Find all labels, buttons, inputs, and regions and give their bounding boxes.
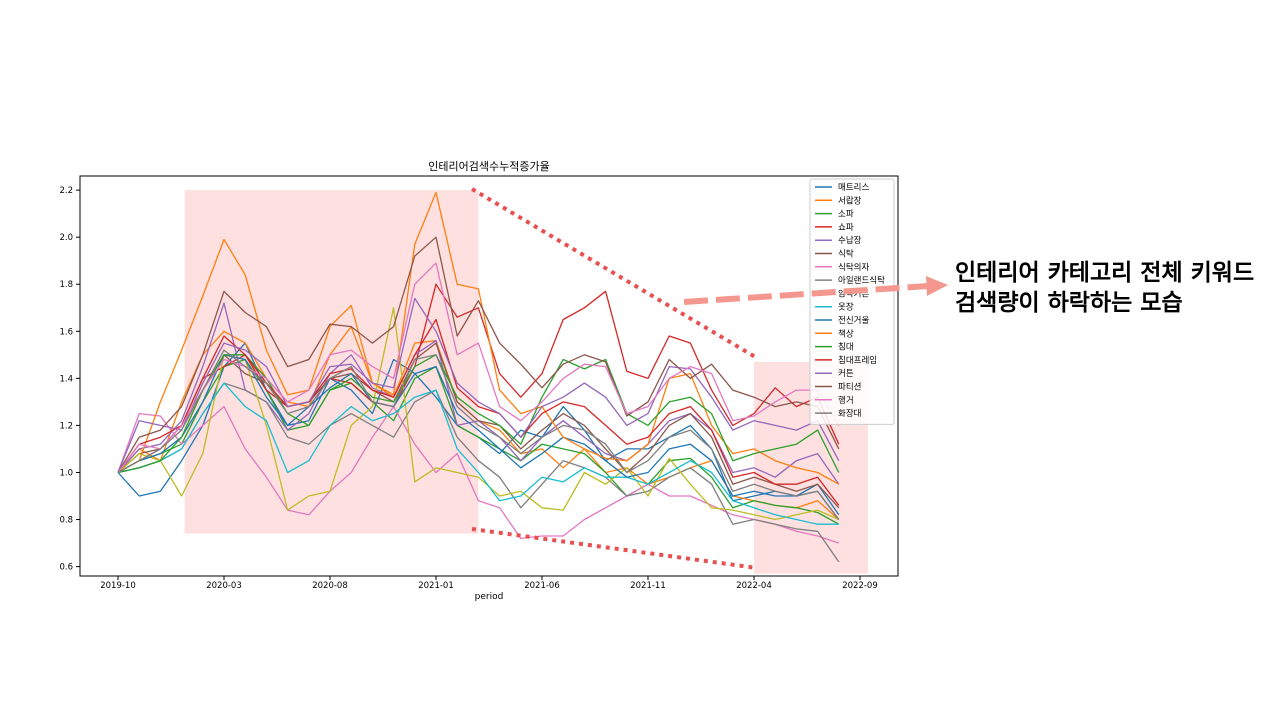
legend-label: 쇼파 — [838, 223, 854, 233]
legend-label: 행거 — [838, 395, 854, 406]
chart-title: 인테리어검색수누적증가율 — [428, 160, 549, 173]
arrow-shaft — [683, 283, 929, 305]
zoom-connector-top — [470, 187, 759, 360]
y-tick-label: 0.6 — [59, 563, 73, 573]
series-line — [117, 382, 839, 525]
x-tick-label: 2019-10 — [100, 581, 136, 591]
legend-label: 서랍장 — [838, 195, 862, 206]
series-line — [117, 342, 840, 509]
y-tick-label: 1.2 — [59, 421, 73, 431]
legend-label: 매트리스 — [838, 183, 869, 193]
legend-label: 파티션 — [838, 382, 861, 393]
y-tick-label: 1.6 — [59, 327, 73, 337]
highlight-regions — [184, 190, 868, 574]
x-tick-label: 2022-04 — [736, 581, 772, 591]
legend-label: 전신거울 — [838, 315, 869, 326]
arrow-head-icon — [926, 276, 948, 296]
y-tick-label: 0.8 — [59, 516, 73, 526]
x-tick-label: 2020-03 — [206, 581, 242, 591]
y-tick-label: 1.4 — [59, 374, 73, 384]
x-tick-label: 2021-06 — [524, 581, 560, 591]
legend-label: 식탁 — [838, 249, 854, 260]
annotation-decor — [470, 187, 948, 570]
annotation-text: 인테리어 카테고리 전체 키워드 검색량이 하락하는 모습 — [955, 260, 1255, 316]
x-tick-label: 2021-11 — [630, 581, 666, 591]
series-line — [117, 349, 840, 520]
plot-frame — [79, 175, 899, 577]
series-line — [117, 236, 840, 473]
series-line — [117, 354, 840, 474]
legend-label: 침대프레임 — [838, 355, 877, 366]
series-line — [117, 318, 840, 506]
y-tick-label: 1.0 — [59, 468, 73, 478]
legend-label: 침대 — [838, 343, 854, 353]
legend-label: 식탁의자 — [838, 262, 869, 273]
series-line — [117, 382, 840, 563]
legend-label: 수납장 — [838, 235, 862, 246]
x-tick-label: 2022-09 — [842, 581, 878, 591]
series-line — [117, 354, 840, 520]
legend-label: 화장대 — [838, 408, 861, 419]
series-line — [117, 262, 840, 473]
x-axis-label: period — [475, 592, 504, 602]
y-tick-label: 1.8 — [59, 280, 73, 290]
plot-area — [79, 175, 899, 577]
series-line — [117, 297, 840, 473]
x-tick-label: 2021-01 — [418, 581, 454, 591]
x-tick-label: 2020-08 — [312, 581, 348, 591]
legend-label: 옷장 — [838, 302, 854, 313]
y-tick-label: 2.2 — [59, 186, 73, 196]
series-lines — [117, 191, 840, 563]
legend-label: 아일랜드식탁 — [838, 275, 885, 286]
legend-label: 책상 — [838, 328, 854, 339]
legend: 매트리스서랍장소파쇼파수납장식탁식탁의자아일랜드식탁암막커튼옷장전신거울책상침대… — [809, 178, 895, 425]
legend-label: 소파 — [838, 210, 854, 220]
axes: 0.6 0.8 1.0 1.2 1.4 1.6 1.8 2.0 2.2 2019-10 2020-0… — [59, 186, 877, 591]
legend-label: 커튼 — [838, 369, 854, 379]
legend-label: 암막커튼 — [838, 288, 869, 299]
y-tick-label: 2.0 — [59, 233, 73, 243]
series-line — [117, 191, 840, 485]
zoom-connector-bottom — [471, 527, 758, 570]
